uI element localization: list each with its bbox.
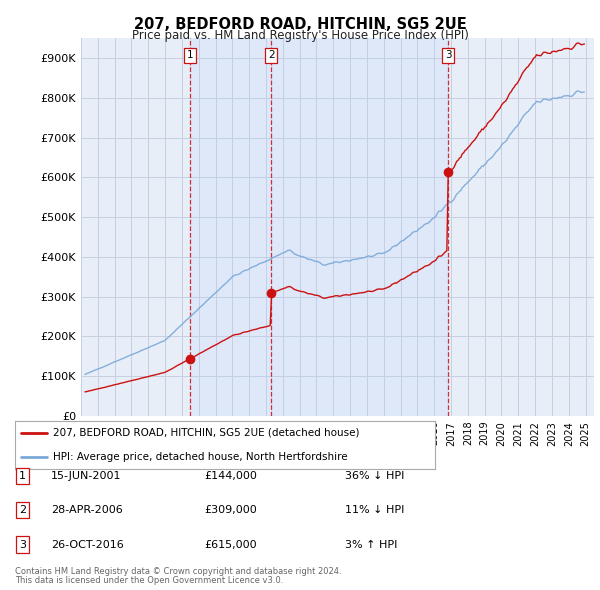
Text: 26-OCT-2016: 26-OCT-2016 bbox=[51, 540, 124, 549]
Text: 2: 2 bbox=[19, 506, 26, 515]
Text: 207, BEDFORD ROAD, HITCHIN, SG5 2UE: 207, BEDFORD ROAD, HITCHIN, SG5 2UE bbox=[134, 17, 466, 31]
Text: 3: 3 bbox=[19, 540, 26, 549]
Text: 15-JUN-2001: 15-JUN-2001 bbox=[51, 471, 121, 481]
Text: 28-APR-2006: 28-APR-2006 bbox=[51, 506, 123, 515]
Text: Contains HM Land Registry data © Crown copyright and database right 2024.: Contains HM Land Registry data © Crown c… bbox=[15, 568, 341, 576]
Bar bbox=[190, 38, 271, 416]
Text: 1: 1 bbox=[19, 471, 26, 481]
Text: 1: 1 bbox=[187, 50, 193, 60]
Text: 2: 2 bbox=[268, 50, 275, 60]
Text: HPI: Average price, detached house, North Hertfordshire: HPI: Average price, detached house, Nort… bbox=[53, 452, 347, 462]
Text: 3: 3 bbox=[445, 50, 451, 60]
Text: 207, BEDFORD ROAD, HITCHIN, SG5 2UE (detached house): 207, BEDFORD ROAD, HITCHIN, SG5 2UE (det… bbox=[53, 428, 359, 438]
Text: 3% ↑ HPI: 3% ↑ HPI bbox=[345, 540, 397, 549]
Text: £615,000: £615,000 bbox=[204, 540, 257, 549]
Text: 11% ↓ HPI: 11% ↓ HPI bbox=[345, 506, 404, 515]
Text: This data is licensed under the Open Government Licence v3.0.: This data is licensed under the Open Gov… bbox=[15, 576, 283, 585]
Text: £144,000: £144,000 bbox=[204, 471, 257, 481]
Text: 36% ↓ HPI: 36% ↓ HPI bbox=[345, 471, 404, 481]
Bar bbox=[271, 38, 448, 416]
Text: £309,000: £309,000 bbox=[204, 506, 257, 515]
Text: Price paid vs. HM Land Registry's House Price Index (HPI): Price paid vs. HM Land Registry's House … bbox=[131, 30, 469, 42]
